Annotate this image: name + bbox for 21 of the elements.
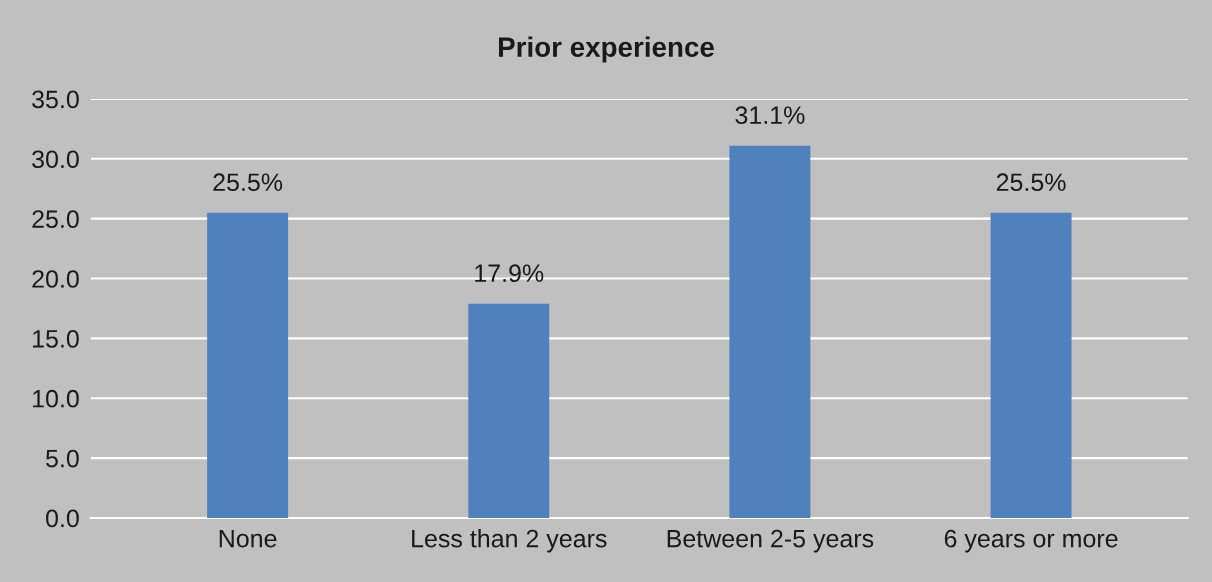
y-tick-label: 25.0: [32, 210, 79, 228]
data-label: 17.9%: [475, 264, 544, 283]
y-tick-label: 0.0: [46, 509, 79, 528]
x-tick-label: Between 2-5 years: [667, 529, 874, 553]
y-tick-label: 5.0: [46, 449, 79, 468]
bar: [468, 303, 550, 518]
data-label: 25.5%: [996, 173, 1066, 192]
y-tick-label: 10.0: [33, 389, 79, 408]
bar: [990, 212, 1072, 518]
data-label: 25.5%: [213, 173, 283, 192]
chart-title: Prior experience: [499, 36, 714, 63]
data-label: 31.1%: [735, 106, 805, 125]
x-tick-label: None: [219, 530, 277, 548]
bar: [207, 212, 289, 518]
y-tick-label: 35.0: [32, 90, 79, 109]
y-tick-label: 20.0: [32, 270, 79, 288]
y-tick-label: 15.0: [33, 329, 79, 348]
x-tick-label: 6 years or more: [944, 529, 1118, 553]
y-tick-label: 30.0: [32, 150, 79, 169]
bar: [729, 145, 811, 518]
x-tick-label: Less than 2 years: [412, 529, 607, 553]
